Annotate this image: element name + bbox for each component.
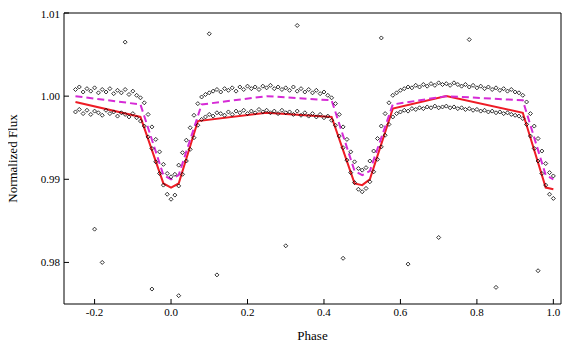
svg-text:0.0: 0.0 xyxy=(164,306,178,318)
svg-text:-0.2: -0.2 xyxy=(86,306,103,318)
svg-text:1.00: 1.00 xyxy=(41,90,61,102)
svg-text:0.6: 0.6 xyxy=(394,306,408,318)
svg-text:0.2: 0.2 xyxy=(241,306,255,318)
svg-text:0.8: 0.8 xyxy=(470,306,484,318)
svg-text:0.99: 0.99 xyxy=(41,173,61,185)
svg-text:0.4: 0.4 xyxy=(317,306,331,318)
svg-text:1.01: 1.01 xyxy=(41,8,60,20)
svg-text:0.98: 0.98 xyxy=(41,256,61,268)
svg-text:Normalized Flux: Normalized Flux xyxy=(8,114,20,203)
svg-text:Phase: Phase xyxy=(297,328,328,343)
svg-text:1.0: 1.0 xyxy=(546,306,560,318)
